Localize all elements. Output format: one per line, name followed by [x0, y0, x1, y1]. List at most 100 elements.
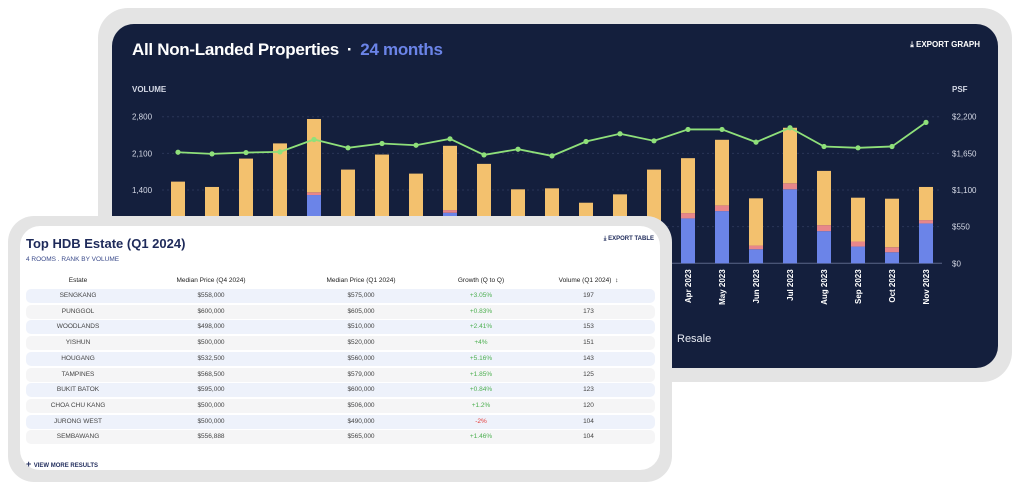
bar-segment [273, 143, 287, 227]
bar-segment [851, 246, 865, 264]
cell-median-q1: $565,000 [347, 433, 375, 441]
bar-segment [307, 192, 321, 196]
right-tick-label: $1,650 [952, 149, 977, 158]
bar-segment [443, 210, 457, 213]
cell-median-q4: $532,500 [197, 354, 225, 362]
bar-segment [817, 225, 831, 232]
cell-growth: -2% [475, 417, 487, 425]
chart-title-text: All Non-Landed Properties [132, 40, 339, 59]
export-table-label: EXPORT TABLE [608, 236, 654, 242]
psf-point [583, 138, 589, 145]
psf-point [379, 140, 385, 147]
psf-point [855, 145, 861, 151]
cell-growth: +1.2% [471, 401, 491, 409]
legend-item-resale[interactable]: Resale [677, 333, 712, 345]
x-tick-label: Oct 2023 [888, 269, 897, 303]
column-header-median-q1[interactable]: Median Price (Q1 2024) [326, 277, 396, 284]
psf-point [243, 149, 249, 156]
cell-median-q1: $605,000 [347, 307, 375, 315]
psf-point [345, 145, 351, 151]
cell-median-q4: $568,500 [197, 370, 225, 378]
table-row[interactable]: WOODLANDS $498,000 $510,000 +2.41% 153 [26, 320, 655, 335]
cell-median-q1: $520,000 [347, 339, 375, 347]
cell-median-q1: $490,000 [347, 417, 375, 425]
cell-estate: SENGKANG [59, 292, 97, 299]
cell-median-q4: $500,000 [197, 339, 225, 347]
right-tick-label: $2,200 [952, 113, 977, 122]
right-tick-label: $0 [952, 259, 961, 268]
cell-growth: +5.16% [469, 354, 493, 362]
sort-icon[interactable]: ↕ [615, 277, 619, 284]
chart-title: All Non-Landed Properties · 24 months [132, 40, 443, 60]
cell-volume: 197 [583, 292, 594, 299]
cell-volume: 123 [583, 386, 594, 394]
view-more-results-button[interactable]: + VIEW MORE RESULTS [26, 459, 98, 469]
psf-point [787, 125, 793, 131]
x-tick-label: Nov 2023 [922, 269, 931, 305]
bar-segment [443, 145, 457, 211]
column-header-estate[interactable]: Estate [68, 277, 88, 284]
bar-segment [239, 158, 253, 229]
bar-segment [681, 158, 695, 214]
bar-segment [851, 197, 865, 242]
export-graph-button[interactable]: ⤓ EXPORT GRAPH [910, 40, 980, 50]
table-title: Top HDB Estate (Q1 2024) [26, 236, 186, 251]
psf-point [617, 131, 623, 137]
cell-estate: PUNGGOL [61, 307, 95, 315]
bar-segment [919, 223, 933, 264]
bar-segment [919, 220, 933, 224]
download-icon: ⤓ [910, 40, 916, 49]
download-icon: ⤓ [603, 236, 609, 242]
x-tick-label: Jun 2023 [752, 269, 761, 304]
x-tick-label: Apr 2023 [684, 269, 693, 303]
table-row[interactable]: PUNGGOL $600,000 $605,000 +0.83% 173 [26, 304, 655, 319]
cell-growth: +0.83% [469, 307, 493, 315]
psf-point [311, 136, 317, 143]
cell-volume: 173 [583, 307, 594, 315]
cell-median-q1: $506,000 [347, 401, 375, 409]
bar-segment [341, 169, 355, 230]
psf-point [821, 143, 827, 150]
table-card: Top HDB Estate (Q1 2024) 4 ROOMS . RANK … [20, 226, 660, 470]
cell-growth: +3.05% [469, 292, 493, 299]
column-header-median-q4[interactable]: Median Price (Q4 2024) [176, 277, 246, 284]
table-row[interactable]: HOUGANG $532,500 $560,000 +5.16% 143 [26, 351, 655, 366]
cell-estate: JURONG WEST [53, 417, 103, 425]
view-more-label: VIEW MORE RESULTS [33, 463, 98, 469]
column-header-growth[interactable]: Growth (Q to Q) [457, 277, 505, 284]
x-tick-label: May 2023 [718, 269, 727, 305]
right-tick-label: $1,100 [952, 186, 977, 195]
cell-volume: 143 [583, 354, 594, 362]
cell-volume: 120 [583, 401, 594, 409]
bar-segment [749, 245, 763, 250]
table-row[interactable]: YISHUN $500,000 $520,000 +4% 151 [26, 336, 655, 351]
bar-segment [783, 183, 797, 190]
plus-icon: + [26, 459, 34, 469]
cell-growth: +0.84% [469, 386, 493, 394]
psf-point [719, 126, 725, 133]
period-selector[interactable]: 24 months [360, 40, 443, 59]
table-row[interactable]: CHOA CHU KANG $500,000 $506,000 +1.2% 120 [26, 398, 655, 413]
table-row[interactable]: SEMBAWANG $556,888 $565,000 +1.46% 104 [26, 430, 655, 445]
cell-median-q1: $510,000 [347, 323, 375, 331]
bar-segment [647, 169, 661, 224]
bar-segment [851, 241, 865, 247]
cell-volume: 151 [583, 339, 594, 347]
bar-segment [477, 163, 491, 230]
title-separator: · [346, 40, 353, 59]
right-axis-title: PSF [952, 85, 968, 94]
bar-segment [919, 186, 933, 221]
table-row[interactable]: TAMPINES $568,500 $579,000 +1.85% 125 [26, 367, 655, 382]
bar-segment [715, 205, 729, 212]
cell-median-q1: $600,000 [347, 386, 375, 394]
export-table-button[interactable]: ⤓ EXPORT TABLE [604, 236, 654, 243]
table-row[interactable]: SENGKANG $558,000 $575,000 +3.05% 197 [26, 289, 655, 303]
cell-median-q4: $600,000 [197, 307, 225, 315]
bar-segment [375, 154, 389, 219]
table-row[interactable]: JURONG WEST $500,000 $490,000 -2% 104 [26, 414, 655, 429]
left-tick-label: 1,400 [132, 186, 153, 195]
table-header: Estate Median Price (Q4 2024) Median Pri… [26, 275, 655, 287]
column-header-volume[interactable]: Volume (Q1 2024) ↕ [526, 275, 651, 287]
cell-estate: SEMBAWANG [56, 433, 100, 441]
table-row[interactable]: BUKIT BATOK $595,000 $600,000 +0.84% 123 [26, 383, 655, 398]
